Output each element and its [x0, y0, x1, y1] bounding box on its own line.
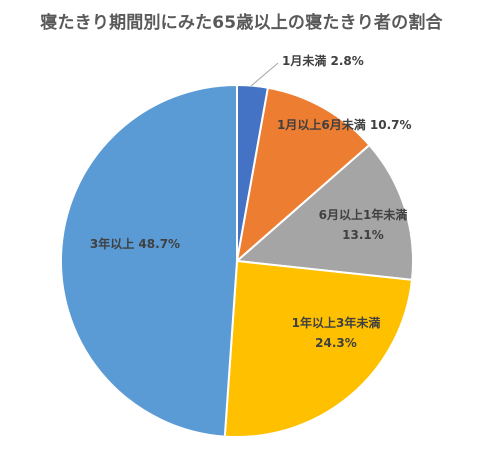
data-label-name: 6月以上1年未満 [319, 207, 408, 222]
pie-slice-4 [223, 259, 414, 438]
data-label-3: 6月以上1年未満 13.1% [319, 207, 408, 242]
pie-slice-2 [235, 86, 371, 264]
pie-slice-5 [59, 83, 238, 438]
data-labels: 1月未満 2.8% 1月以上6月未満 10.7% 6月以上1年未満 13.1% 1年以上… [90, 53, 412, 350]
leader-line [250, 62, 279, 87]
data-label-value: 13.1% [342, 228, 384, 242]
data-label-2: 1月以上6月未満 10.7% [277, 117, 412, 132]
data-label-1: 1月未満 2.8% [282, 53, 364, 68]
data-label-5: 3年以上 48.7% [90, 236, 180, 251]
chart-title: 寝たきり期間別にみた65歳以上の寝たきり者の割合 [40, 13, 443, 33]
data-label-4: 1年以上3年未満 24.3% [292, 315, 381, 350]
data-label-name: 1年以上3年未満 [292, 315, 381, 330]
pie-slice-3 [234, 143, 414, 281]
data-label-value: 24.3% [315, 336, 357, 350]
pie-slices [59, 83, 414, 438]
